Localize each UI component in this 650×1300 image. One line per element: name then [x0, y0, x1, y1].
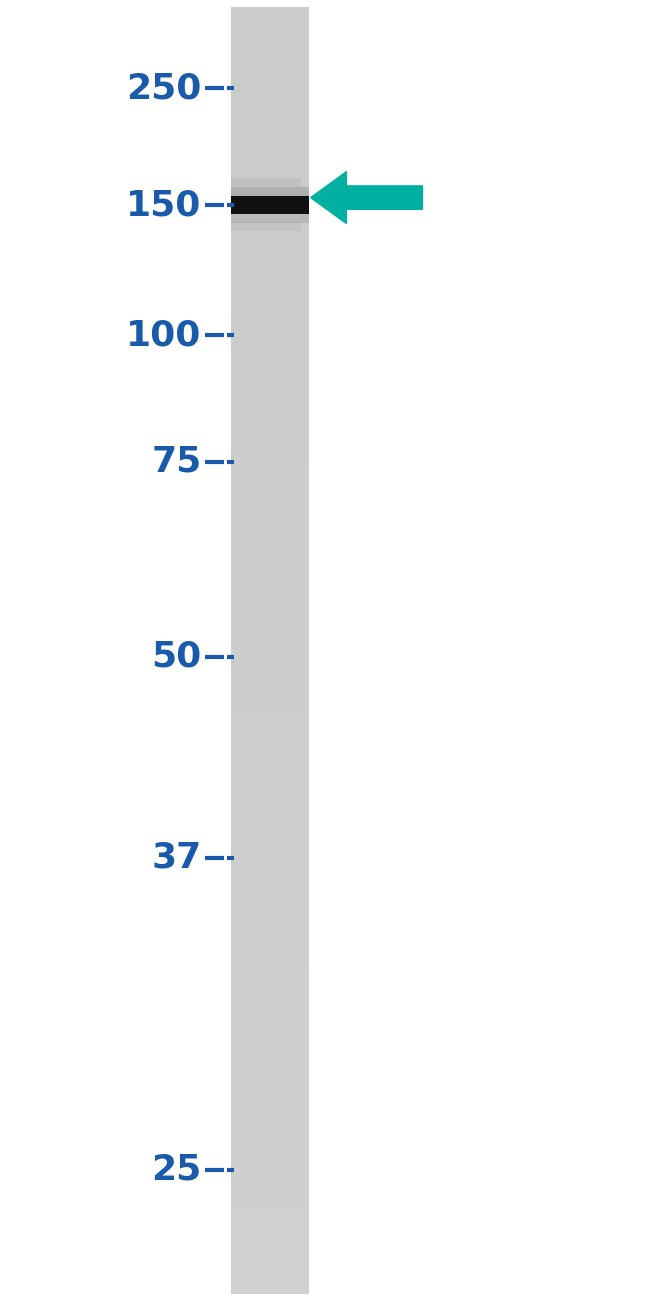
Bar [231, 360, 309, 377]
Bar [231, 1165, 309, 1180]
Bar [231, 183, 309, 200]
Bar [231, 1213, 309, 1230]
Bar [231, 6, 309, 22]
Bar [231, 151, 309, 168]
Bar [231, 731, 309, 746]
Bar [231, 328, 309, 345]
Bar [231, 1132, 309, 1149]
Bar [231, 971, 309, 988]
Text: 75: 75 [151, 445, 202, 478]
Bar [231, 521, 309, 537]
Bar [231, 988, 309, 1004]
Bar [231, 907, 309, 923]
Bar [231, 264, 309, 280]
Bar [231, 222, 301, 231]
Bar [231, 458, 309, 473]
Bar [231, 923, 309, 940]
Bar [231, 168, 309, 183]
Bar [231, 441, 309, 458]
Text: 50: 50 [151, 640, 202, 673]
Bar [231, 103, 309, 120]
Bar [231, 248, 309, 264]
Bar [231, 892, 309, 907]
Bar [231, 827, 309, 844]
Bar [231, 585, 309, 602]
Bar [231, 794, 309, 811]
Bar [231, 1180, 309, 1197]
Bar [231, 39, 309, 55]
Bar [231, 618, 309, 634]
Bar [231, 698, 309, 714]
Bar [231, 682, 309, 698]
Bar [231, 842, 309, 859]
Text: 25: 25 [151, 1153, 202, 1187]
Text: 250: 250 [126, 72, 202, 105]
Text: 150: 150 [126, 188, 202, 222]
Bar [231, 231, 309, 248]
Text: 100: 100 [126, 318, 202, 352]
Bar [231, 956, 309, 972]
Bar [231, 859, 309, 875]
Bar [231, 377, 309, 393]
FancyArrow shape [311, 172, 422, 224]
Bar [231, 1052, 309, 1069]
Bar [231, 1230, 309, 1245]
Bar [231, 1084, 309, 1100]
Bar [231, 280, 309, 296]
Bar [231, 213, 309, 222]
Bar [231, 473, 309, 489]
Bar [231, 196, 309, 214]
Bar [231, 1036, 309, 1052]
Bar [231, 634, 309, 650]
Bar [231, 875, 309, 892]
Bar [231, 344, 309, 360]
Bar [231, 763, 309, 779]
Bar [231, 1069, 309, 1084]
Bar [231, 1149, 309, 1165]
Bar [231, 779, 309, 794]
Bar [231, 569, 309, 586]
Bar [231, 1278, 309, 1294]
Bar [231, 216, 309, 231]
Bar [231, 506, 309, 521]
Bar [231, 666, 309, 682]
Bar [231, 811, 309, 827]
Bar [231, 87, 309, 103]
Bar [231, 1261, 309, 1278]
Bar [231, 537, 309, 554]
Bar [231, 554, 309, 569]
Bar [231, 489, 309, 506]
Bar [231, 650, 309, 666]
Bar [231, 425, 309, 441]
Bar [231, 296, 309, 312]
Bar [231, 1197, 309, 1213]
Bar [231, 70, 309, 87]
Bar [231, 393, 309, 408]
Bar [231, 746, 309, 763]
Bar [231, 187, 309, 196]
Bar [231, 135, 309, 151]
Bar [231, 940, 309, 956]
Bar [231, 1004, 309, 1020]
Bar [231, 312, 309, 328]
Bar [231, 120, 309, 135]
Bar [231, 1020, 309, 1036]
Bar [231, 178, 301, 187]
Text: 37: 37 [151, 841, 202, 875]
Bar [231, 55, 309, 72]
Bar [231, 715, 309, 731]
Bar [231, 408, 309, 425]
Bar [231, 1117, 309, 1132]
Bar [231, 22, 309, 39]
Bar [231, 1245, 309, 1261]
Bar [231, 1100, 309, 1117]
Bar [231, 602, 309, 617]
Bar [231, 199, 309, 216]
